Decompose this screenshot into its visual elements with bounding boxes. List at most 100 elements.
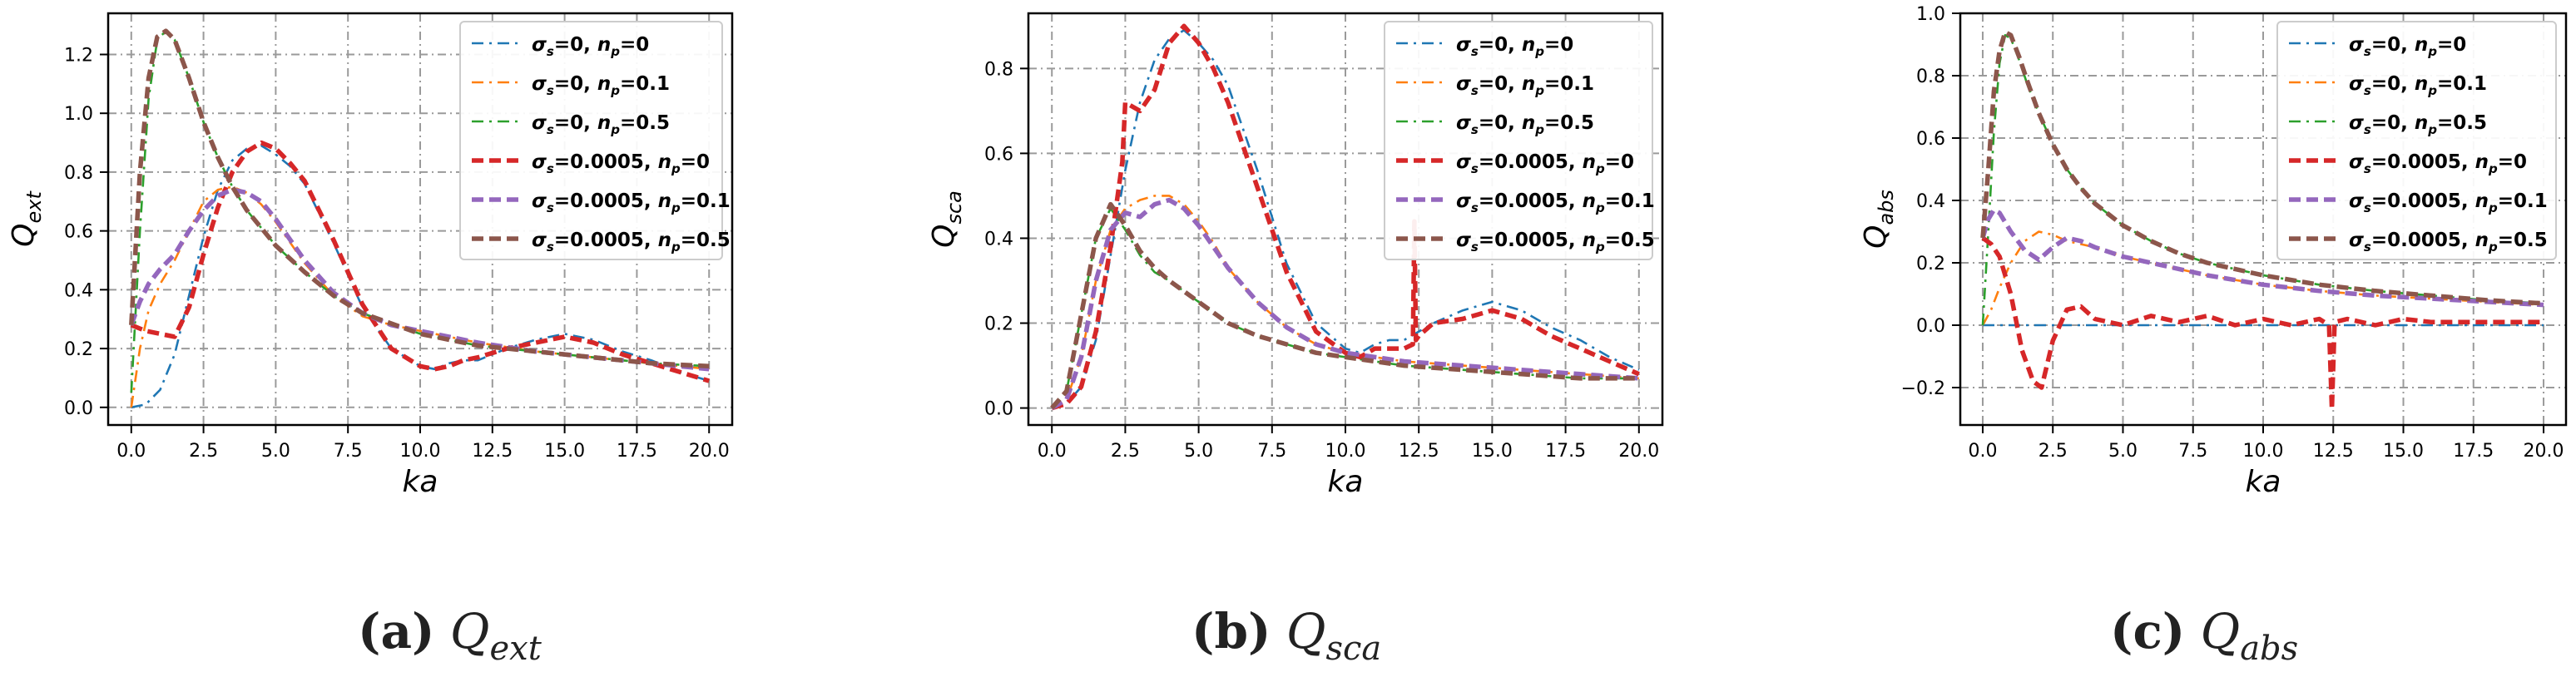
caption-symbol: Q bbox=[1286, 603, 1326, 660]
y-tick-label: 1.0 bbox=[64, 104, 93, 125]
series-line-5 bbox=[1980, 207, 2544, 308]
legend: σs=0, np=0 σs=0, np=0.1 σs=0, np=0.5 σs=0.0… bbox=[2276, 21, 2557, 260]
legend-entry: σs=0, np=0.5 bbox=[2349, 112, 2487, 137]
legend: σs=0, np=0 σs=0, np=0.1 σs=0, np=0.5 σs=0.0… bbox=[459, 21, 731, 260]
y-tick-label: 0.4 bbox=[984, 229, 1013, 250]
y-tick-label: −0.2 bbox=[1901, 378, 1945, 399]
x-tick-label: 12.5 bbox=[2313, 441, 2354, 462]
y-axis-label: Qabs bbox=[1859, 190, 1898, 249]
legend-entry: σs=0.0005, np=0.5 bbox=[1456, 230, 1655, 254]
y-tick-label: 0.0 bbox=[1916, 316, 1945, 337]
caption-b: (b) Qsca bbox=[1191, 603, 1381, 668]
x-tick-label: 17.5 bbox=[617, 441, 657, 462]
legend-entry: σs=0, np=0 bbox=[2349, 34, 2466, 59]
x-tick-label: 5.0 bbox=[2108, 441, 2138, 462]
x-tick-label: 10.0 bbox=[2243, 441, 2284, 462]
y-tick-label: 0.6 bbox=[984, 144, 1013, 165]
legend-entry: σs=0.0005, np=0.1 bbox=[2349, 190, 2548, 215]
series-line-6 bbox=[129, 28, 710, 369]
y-tick-label: 0.2 bbox=[1916, 254, 1945, 274]
y-tick-label: 0.0 bbox=[64, 398, 93, 419]
x-tick-label: 17.5 bbox=[2453, 441, 2494, 462]
series-line-1 bbox=[1051, 29, 1640, 409]
legend-entry: σs=0, np=0 bbox=[1456, 34, 1573, 59]
y-tick-label: 0.0 bbox=[984, 399, 1013, 420]
x-tick-label: 5.0 bbox=[261, 441, 290, 462]
series-line-6 bbox=[1050, 201, 1639, 410]
caption-symbol: Q bbox=[2200, 603, 2241, 660]
legend-entry: σs=0, np=0.1 bbox=[532, 73, 670, 98]
caption-label: (b) bbox=[1191, 603, 1271, 660]
series-line-4 bbox=[1051, 23, 1640, 411]
y-tick-label: 0.6 bbox=[1916, 129, 1945, 150]
x-tick-label: 15.0 bbox=[544, 441, 585, 462]
x-tick-label: 17.5 bbox=[1545, 441, 1586, 462]
y-tick-label: 0.4 bbox=[1916, 191, 1945, 212]
x-tick-label: 10.0 bbox=[400, 441, 441, 462]
legend-entry: σs=0, np=0.5 bbox=[532, 112, 670, 137]
legend-box bbox=[459, 21, 723, 260]
legend-box bbox=[1384, 21, 1653, 260]
legend-entry: σs=0, np=0.1 bbox=[2349, 73, 2487, 98]
chart-panel-1: 0.0 2.5 5.0 7.5 10.0 12.5 15.0 17.5 20.0 0.0 0.2 0.… bbox=[7, 12, 734, 499]
series-line-1 bbox=[131, 144, 710, 409]
legend-entry: σs=0.0005, np=0 bbox=[532, 151, 710, 176]
y-tick-label: 0.6 bbox=[64, 222, 93, 243]
x-tick-label: 15.0 bbox=[1472, 441, 1513, 462]
x-tick-label: 12.5 bbox=[1399, 441, 1439, 462]
x-tick-label: 7.5 bbox=[1257, 441, 1286, 462]
legend-entry: σs=0.0005, np=0.5 bbox=[532, 230, 731, 254]
y-tick-label: 1.2 bbox=[64, 46, 93, 67]
caption-label: (a) bbox=[358, 603, 435, 660]
x-tick-label: 0.0 bbox=[1038, 441, 1067, 462]
x-tick-label: 20.0 bbox=[2524, 441, 2564, 462]
legend-box bbox=[2276, 21, 2557, 260]
caption-label: (c) bbox=[2110, 603, 2186, 660]
x-tick-label: 12.5 bbox=[472, 441, 513, 462]
y-tick-label: 0.8 bbox=[984, 59, 1013, 80]
y-tick-label: 0.2 bbox=[64, 339, 93, 360]
legend: σs=0, np=0 σs=0, np=0.1 σs=0, np=0.5 σs=0.0… bbox=[1384, 21, 1655, 260]
legend-entry: σs=0.0005, np=0.1 bbox=[532, 190, 731, 215]
x-tick-label: 0.0 bbox=[1968, 441, 1997, 462]
x-tick-label: 7.5 bbox=[2178, 441, 2207, 462]
y-tick-label: 0.4 bbox=[64, 280, 93, 301]
chart-panel-3: 0.0 2.5 5.0 7.5 10.0 12.5 15.0 17.5 20.0 −0.2 0.0 0… bbox=[1859, 4, 2568, 499]
x-tick-label: 2.5 bbox=[189, 441, 218, 462]
legend-entry: σs=0, np=0.1 bbox=[1456, 73, 1594, 98]
legend-entry: σs=0.0005, np=0 bbox=[2349, 151, 2527, 176]
legend-entry: σs=0, np=0 bbox=[532, 34, 649, 59]
x-tick-label: 2.5 bbox=[2039, 441, 2068, 462]
x-tick-label: 20.0 bbox=[1618, 441, 1659, 462]
caption-sub: ext bbox=[489, 630, 542, 668]
x-axis-label: ka bbox=[403, 465, 438, 499]
series-line-4 bbox=[130, 140, 711, 383]
caption-a: (a) Qext bbox=[358, 603, 542, 668]
y-axis-label: Qsca bbox=[927, 190, 966, 248]
caption-c: (c) Qabs bbox=[2110, 603, 2298, 668]
chart-panel-2: 0.0 2.5 5.0 7.5 10.0 12.5 15.0 17.5 20.0 0.0 0.2 0.… bbox=[927, 12, 1664, 499]
y-tick-label: 0.8 bbox=[1916, 67, 1945, 87]
x-tick-label: 15.0 bbox=[2383, 441, 2424, 462]
caption-sub: sca bbox=[1325, 630, 1382, 668]
legend-entry: σs=0.0005, np=0.5 bbox=[2349, 230, 2548, 254]
x-tick-label: 5.0 bbox=[1184, 441, 1213, 462]
x-tick-label: 20.0 bbox=[689, 441, 730, 462]
legend-entry: σs=0.0005, np=0 bbox=[1456, 151, 1634, 176]
x-tick-label: 2.5 bbox=[1111, 441, 1140, 462]
y-tick-label: 1.0 bbox=[1916, 4, 1945, 25]
series-line-4 bbox=[1981, 235, 2544, 413]
x-tick-label: 10.0 bbox=[1325, 441, 1366, 462]
series-line-6 bbox=[1980, 29, 2544, 306]
series-line-5 bbox=[1050, 197, 1639, 410]
y-tick-label: 0.2 bbox=[984, 314, 1013, 335]
x-tick-label: 7.5 bbox=[334, 441, 363, 462]
x-axis-label: ka bbox=[2246, 465, 2281, 499]
legend-entry: σs=0.0005, np=0.1 bbox=[1456, 190, 1655, 215]
y-tick-label: 0.8 bbox=[64, 163, 93, 184]
caption-symbol: Q bbox=[449, 603, 490, 660]
x-tick-label: 0.0 bbox=[116, 441, 146, 462]
legend-entry: σs=0, np=0.5 bbox=[1456, 112, 1594, 137]
caption-sub: abs bbox=[2240, 630, 2299, 668]
